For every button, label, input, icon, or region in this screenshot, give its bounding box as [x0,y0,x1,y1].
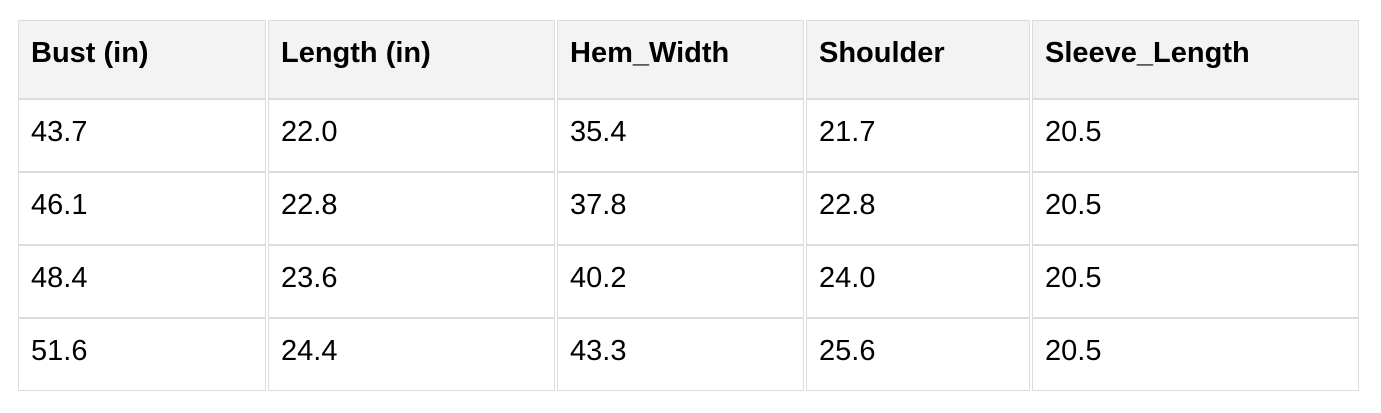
table-row: 46.1 22.8 37.8 22.8 20.5 [18,172,1359,245]
table-header-row: Bust (in) Length (in) Hem_Width Shoulder… [18,20,1359,99]
column-header-sleeve-length: Sleeve_Length [1032,20,1359,99]
table-cell: 24.4 [268,318,555,391]
table-cell: 51.6 [18,318,266,391]
column-header-hem-width: Hem_Width [557,20,804,99]
table-row: 48.4 23.6 40.2 24.0 20.5 [18,245,1359,318]
column-header-length: Length (in) [268,20,555,99]
table-cell: 21.7 [806,99,1030,172]
table-cell: 20.5 [1032,99,1359,172]
table-row: 43.7 22.0 35.4 21.7 20.5 [18,99,1359,172]
table-cell: 40.2 [557,245,804,318]
table-cell: 22.0 [268,99,555,172]
table-cell: 37.8 [557,172,804,245]
table-cell: 23.6 [268,245,555,318]
column-header-shoulder: Shoulder [806,20,1030,99]
table-cell: 20.5 [1032,318,1359,391]
table-cell: 22.8 [268,172,555,245]
table-cell: 20.5 [1032,245,1359,318]
table-cell: 20.5 [1032,172,1359,245]
table-cell: 22.8 [806,172,1030,245]
table-cell: 24.0 [806,245,1030,318]
table-cell: 43.3 [557,318,804,391]
table-cell: 35.4 [557,99,804,172]
table-cell: 48.4 [18,245,266,318]
table-cell: 46.1 [18,172,266,245]
table-row: 51.6 24.4 43.3 25.6 20.5 [18,318,1359,391]
table-cell: 25.6 [806,318,1030,391]
column-header-bust: Bust (in) [18,20,266,99]
size-chart-table: Bust (in) Length (in) Hem_Width Shoulder… [16,20,1361,391]
table-cell: 43.7 [18,99,266,172]
